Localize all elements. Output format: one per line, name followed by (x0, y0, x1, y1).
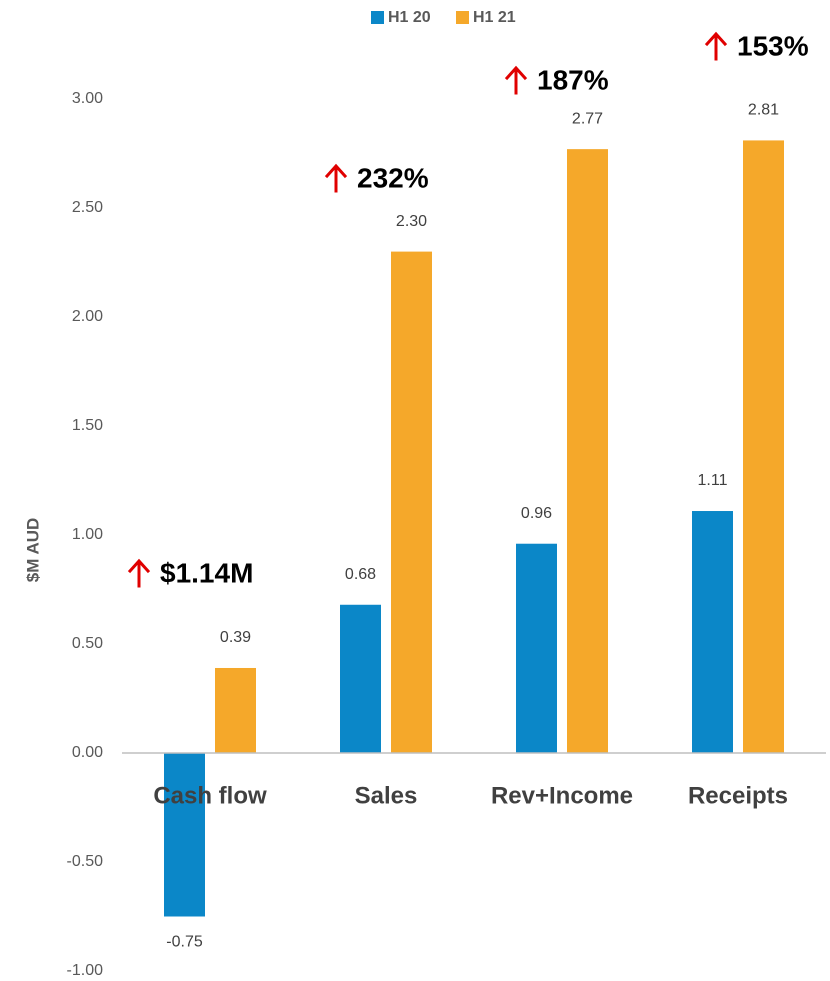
bar (164, 753, 205, 917)
value-label: 2.81 (748, 102, 779, 119)
bar (743, 140, 784, 754)
value-label: 2.30 (396, 213, 427, 230)
bar (567, 149, 608, 753)
y-tick-label: -0.50 (67, 853, 104, 870)
annotation: $1.14M (160, 557, 253, 588)
value-label: 2.77 (572, 110, 603, 127)
y-tick-label: 2.50 (72, 199, 103, 216)
y-tick-label: 1.50 (72, 417, 103, 434)
bar (340, 604, 381, 753)
y-axis-label: $M AUD (23, 518, 42, 583)
x-tick-label: Sales (355, 782, 418, 809)
value-label: -0.75 (166, 934, 203, 951)
bar (516, 543, 557, 753)
value-label: 0.39 (220, 629, 251, 646)
bar (215, 667, 256, 753)
value-label: 0.68 (345, 566, 376, 583)
legend-label: H1 20 (388, 9, 431, 26)
annotation: 232% (357, 162, 429, 193)
bar (391, 251, 432, 753)
y-tick-label: 0.00 (72, 744, 103, 761)
value-label: 0.96 (521, 505, 552, 522)
y-tick-label: 2.00 (72, 308, 103, 325)
legend-swatch (456, 11, 469, 24)
annotation-arrow (324, 163, 348, 193)
y-tick-label: 3.00 (72, 90, 103, 107)
y-tick-label: -1.00 (67, 962, 104, 979)
bar (692, 511, 733, 753)
annotation-arrow (127, 558, 151, 588)
x-tick-label: Cash flow (153, 782, 267, 809)
x-tick-label: Receipts (688, 782, 788, 809)
x-tick-label: Rev+Income (491, 782, 633, 809)
legend-label: H1 21 (473, 9, 516, 26)
y-tick-label: 1.00 (72, 526, 103, 543)
annotation-arrow (704, 31, 728, 61)
y-tick-label: 0.50 (72, 635, 103, 652)
annotation: 187% (537, 64, 609, 95)
annotation-arrow (504, 65, 528, 95)
value-label: 1.11 (698, 472, 728, 489)
legend-swatch (371, 11, 384, 24)
annotation: 153% (737, 30, 809, 61)
